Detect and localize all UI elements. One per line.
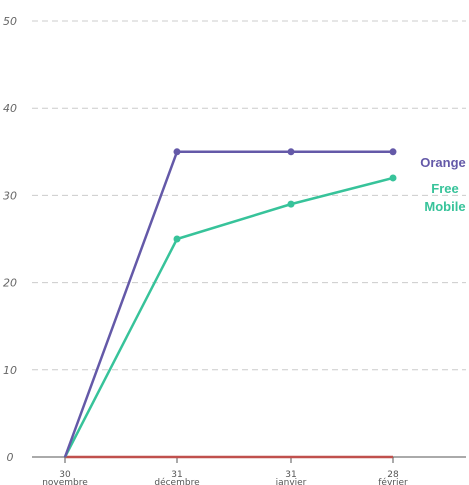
x-tick-label: 31 janvier (275, 470, 307, 485)
series-line-orange (63, 150, 393, 458)
series-lines (63, 148, 397, 459)
data-point-free-mobile (389, 174, 397, 182)
y-tick-label: 40 (3, 102, 17, 115)
grid-lines (32, 20, 466, 371)
series-label-orange: Orange (420, 155, 466, 170)
series-labels: Orange Free Mobile (420, 155, 466, 214)
series-line-free-mobile (63, 176, 394, 458)
data-point-orange (389, 148, 397, 156)
y-tick-label: 0 (7, 451, 14, 464)
y-tick-label: 30 (3, 189, 17, 202)
data-point-free-mobile (287, 200, 295, 208)
x-tick-label: 28 février (378, 470, 408, 485)
x-tick-label: 31 décembre (154, 470, 200, 485)
data-point-orange (173, 148, 181, 156)
x-axis: 30 novembre 31 décembre 31 janvier 28 février (32, 456, 466, 485)
y-axis-tick-labels: 0 10 20 30 40 50 (3, 15, 17, 464)
y-tick-label: 10 (3, 364, 17, 377)
series-label-free-mobile: Free Mobile (424, 181, 465, 214)
x-tick-label: 30 novembre (42, 470, 88, 485)
y-tick-label: 50 (3, 15, 17, 28)
data-point-free-mobile (173, 235, 181, 243)
y-tick-label: 20 (3, 277, 17, 290)
data-point-orange (287, 148, 295, 156)
